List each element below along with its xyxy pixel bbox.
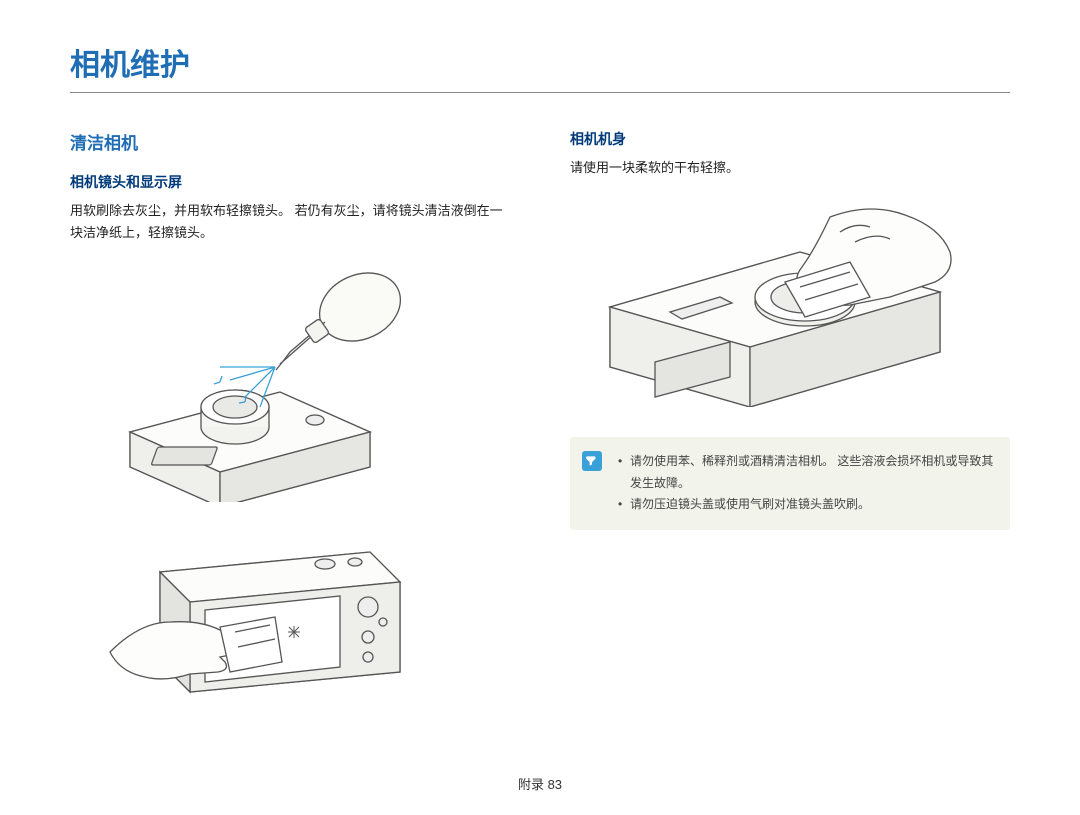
left-column: 清洁相机 相机镜头和显示屏 用软刷除去灰尘，并用软布轻擦镜头。 若仍有灰尘，请将… xyxy=(70,129,510,722)
note-item: 请勿压迫镜头盖或使用气刷对准镜头盖吹刷。 xyxy=(618,494,994,516)
footer-label: 附录 xyxy=(518,777,544,792)
illustration-blower xyxy=(70,262,510,502)
note-list: 请勿使用苯、稀释剂或酒精清洁相机。 这些溶液会损坏相机或导致其发生故障。 请勿压… xyxy=(618,451,994,516)
section-title-clean: 清洁相机 xyxy=(70,129,510,154)
note-icon xyxy=(582,451,602,471)
title-rule xyxy=(70,92,1010,93)
content-columns: 清洁相机 相机镜头和显示屏 用软刷除去灰尘，并用软布轻擦镜头。 若仍有灰尘，请将… xyxy=(70,129,1010,722)
page-footer: 附录 83 xyxy=(0,774,1080,793)
illustration-wipe-screen xyxy=(70,512,510,712)
footer-page-number: 83 xyxy=(548,777,562,792)
paragraph-body: 请使用一块柔软的干布轻擦。 xyxy=(570,157,1010,179)
note-box: 请勿使用苯、稀释剂或酒精清洁相机。 这些溶液会损坏相机或导致其发生故障。 请勿压… xyxy=(570,437,1010,530)
sub-heading-body: 相机机身 xyxy=(570,129,1010,149)
sub-heading-lens: 相机镜头和显示屏 xyxy=(70,172,510,192)
paragraph-lens: 用软刷除去灰尘，并用软布轻擦镜头。 若仍有灰尘，请将镜头清洁液倒在一块洁净纸上，… xyxy=(70,200,510,244)
page-title: 相机维护 xyxy=(70,40,1010,84)
right-column: 相机机身 请使用一块柔软的干布轻擦。 xyxy=(570,129,1010,722)
note-item: 请勿使用苯、稀释剂或酒精清洁相机。 这些溶液会损坏相机或导致其发生故障。 xyxy=(618,451,994,494)
illustration-wipe-body xyxy=(570,197,1010,407)
